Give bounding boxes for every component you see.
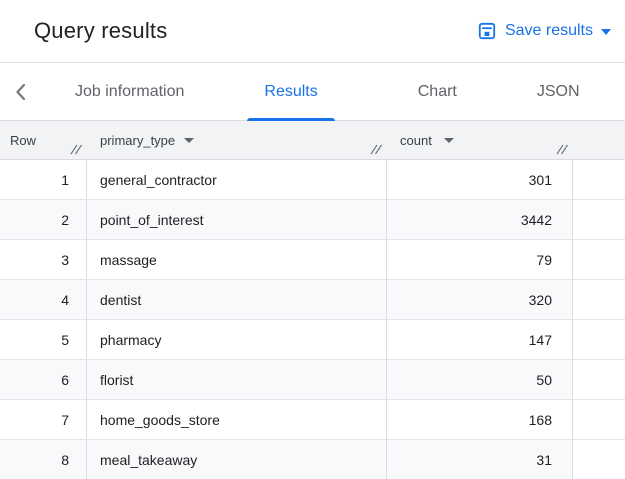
- row-number-cell: 8: [0, 440, 87, 479]
- primary-type-cell: general_contractor: [87, 160, 387, 199]
- row-number-cell: 3: [0, 240, 87, 279]
- primary-type-cell: dentist: [87, 280, 387, 319]
- spacer-cell: [573, 400, 625, 439]
- count-cell: 3442: [387, 200, 573, 239]
- row-number-cell: 6: [0, 360, 87, 399]
- row-number-cell: 4: [0, 280, 87, 319]
- spacer-cell: [573, 160, 625, 199]
- caret-down-icon[interactable]: [443, 137, 454, 143]
- table-row: 7 home_goods_store 168: [0, 400, 625, 440]
- row-number-cell: 5: [0, 320, 87, 359]
- save-results-label: Save results: [504, 22, 593, 39]
- table-body: 1 general_contractor 301 2 point_of_inte…: [0, 160, 625, 479]
- spacer-cell: [573, 440, 625, 479]
- column-header-row: Row: [0, 121, 87, 159]
- spacer-cell: [573, 200, 625, 239]
- spacer-cell: [573, 360, 625, 399]
- table-row: 4 dentist 320: [0, 280, 625, 320]
- column-resize-handle-icon[interactable]: [70, 144, 83, 155]
- count-cell: 320: [387, 280, 573, 319]
- table-row: 1 general_contractor 301: [0, 160, 625, 200]
- row-number-cell: 1: [0, 160, 87, 199]
- count-cell: 301: [387, 160, 573, 199]
- column-label-primary-type: primary_type: [100, 132, 176, 148]
- column-header-spacer: [573, 121, 625, 159]
- page-title: Query results: [34, 18, 168, 43]
- column-resize-handle-icon[interactable]: [556, 144, 569, 155]
- spacer-cell: [573, 240, 625, 279]
- table-row: 5 pharmacy 147: [0, 320, 625, 360]
- table-header-row: Row primary_type count: [0, 121, 625, 160]
- column-resize-handle-icon[interactable]: [370, 144, 383, 155]
- count-cell: 168: [387, 400, 573, 439]
- primary-type-cell: home_goods_store: [87, 400, 387, 439]
- tab-job-information[interactable]: Job information: [58, 63, 201, 120]
- table-row: 8 meal_takeaway 31: [0, 440, 625, 479]
- page-header: Query results Save results: [0, 0, 625, 63]
- table-row: 2 point_of_interest 3442: [0, 200, 625, 240]
- column-label-count: count: [400, 132, 432, 148]
- primary-type-cell: point_of_interest: [87, 200, 387, 239]
- table-row: 3 massage 79: [0, 240, 625, 280]
- row-number-cell: 2: [0, 200, 87, 239]
- primary-type-cell: florist: [87, 360, 387, 399]
- row-number-cell: 7: [0, 400, 87, 439]
- count-cell: 31: [387, 440, 573, 479]
- tab-chart[interactable]: Chart: [401, 63, 474, 120]
- primary-type-cell: meal_takeaway: [87, 440, 387, 479]
- save-icon: [477, 21, 497, 41]
- column-header-count[interactable]: count: [387, 121, 573, 159]
- column-label-row: Row: [10, 132, 37, 148]
- count-cell: 147: [387, 320, 573, 359]
- caret-down-icon[interactable]: [184, 137, 195, 143]
- spacer-cell: [573, 320, 625, 359]
- chevron-left-icon[interactable]: [8, 63, 32, 120]
- primary-type-cell: massage: [87, 240, 387, 279]
- results-tabbar: Job information Results Chart JSON: [0, 63, 625, 121]
- primary-type-cell: pharmacy: [87, 320, 387, 359]
- tab-results[interactable]: Results: [247, 63, 336, 121]
- count-cell: 79: [387, 240, 573, 279]
- tab-json[interactable]: JSON: [520, 63, 597, 120]
- save-results-button[interactable]: Save results: [477, 21, 611, 41]
- spacer-cell: [573, 280, 625, 319]
- caret-down-icon: [601, 29, 611, 35]
- table-row: 6 florist 50: [0, 360, 625, 400]
- count-cell: 50: [387, 360, 573, 399]
- column-header-primary-type[interactable]: primary_type: [87, 121, 387, 159]
